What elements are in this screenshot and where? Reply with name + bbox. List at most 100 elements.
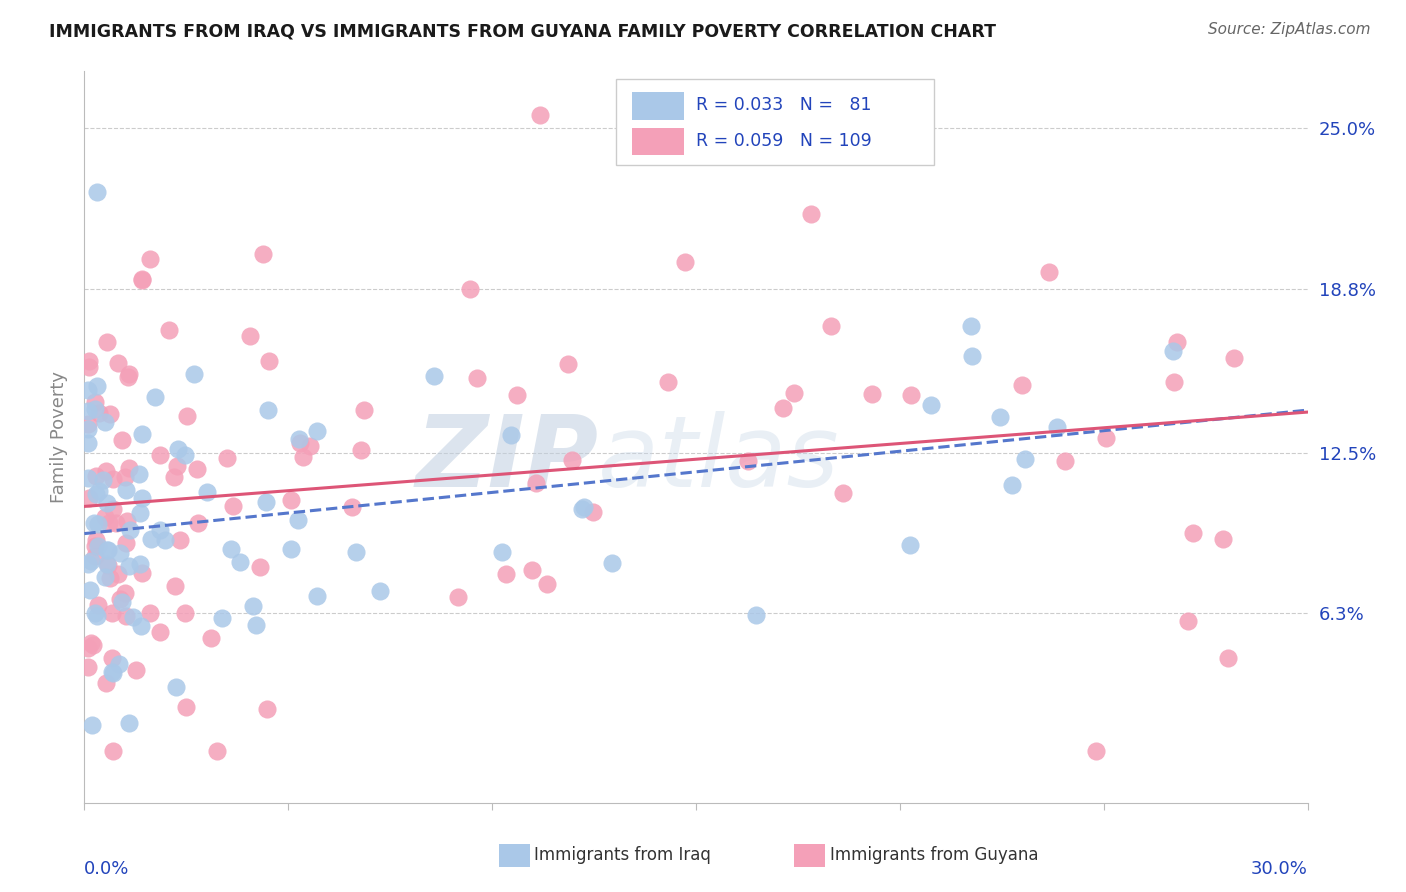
Text: IMMIGRANTS FROM IRAQ VS IMMIGRANTS FROM GUYANA FAMILY POVERTY CORRELATION CHART: IMMIGRANTS FROM IRAQ VS IMMIGRANTS FROM … [49, 22, 997, 40]
Point [97, 558, 120, 572]
Point [86, 379, 108, 393]
Point [186, 461, 208, 475]
Point [195, 484, 218, 499]
Point [103, 744, 125, 758]
Point [157, 323, 180, 337]
Point [114, 586, 136, 600]
Point [138, 252, 160, 266]
Point [83, 516, 105, 530]
Point [96, 496, 118, 510]
Point [86, 186, 108, 200]
Point [200, 631, 222, 645]
Point [77, 404, 100, 418]
Point [131, 566, 153, 581]
Point [1046, 420, 1069, 434]
Point [344, 545, 367, 559]
FancyBboxPatch shape [633, 92, 683, 120]
Point [101, 606, 124, 620]
Point [101, 665, 124, 680]
Point [107, 355, 129, 369]
Point [252, 247, 274, 261]
Point [1163, 376, 1185, 390]
Point [561, 453, 583, 467]
Text: 30.0%: 30.0% [1251, 860, 1308, 878]
Point [117, 514, 139, 528]
Point [491, 545, 513, 559]
Point [83, 394, 105, 409]
Point [131, 491, 153, 505]
Point [447, 590, 470, 604]
Point [107, 567, 129, 582]
Point [1223, 351, 1246, 366]
Text: R = 0.059   N = 109: R = 0.059 N = 109 [696, 132, 872, 150]
Point [1038, 265, 1060, 279]
Point [249, 560, 271, 574]
Point [572, 500, 595, 514]
Point [495, 566, 517, 581]
Point [1054, 454, 1077, 468]
Point [340, 500, 363, 514]
Point [82, 718, 104, 732]
Point [93, 509, 115, 524]
Point [222, 499, 245, 513]
Point [860, 386, 883, 401]
Point [581, 505, 603, 519]
FancyBboxPatch shape [616, 78, 935, 165]
Text: Immigrants from Iraq: Immigrants from Iraq [534, 847, 711, 864]
Point [82, 638, 104, 652]
Point [290, 435, 312, 450]
Point [96, 464, 118, 478]
Point [176, 699, 198, 714]
Point [84, 549, 107, 564]
Point [121, 609, 143, 624]
Point [108, 657, 131, 671]
Point [80, 636, 103, 650]
Point [87, 406, 110, 420]
Point [353, 403, 375, 417]
Point [298, 439, 321, 453]
Point [176, 409, 198, 424]
Point [506, 388, 529, 402]
Point [657, 375, 679, 389]
Point [772, 401, 794, 416]
Point [499, 427, 522, 442]
Point [920, 398, 942, 412]
Point [174, 606, 197, 620]
Point [557, 357, 579, 371]
Point [1095, 431, 1118, 445]
Point [79, 582, 101, 597]
Point [1014, 451, 1036, 466]
Point [77, 383, 100, 397]
Point [118, 523, 141, 537]
Text: Immigrants from Guyana: Immigrants from Guyana [830, 847, 1038, 864]
Point [207, 744, 229, 758]
Point [87, 484, 110, 499]
Point [368, 584, 391, 599]
Point [128, 467, 150, 481]
Point [165, 579, 187, 593]
Point [1085, 744, 1108, 758]
Point [118, 716, 141, 731]
Point [94, 570, 117, 584]
Point [257, 403, 280, 417]
Point [673, 255, 696, 269]
Point [108, 546, 131, 560]
Point [77, 471, 100, 485]
Point [1181, 526, 1204, 541]
Point [600, 557, 623, 571]
Point [458, 282, 481, 296]
Point [211, 611, 233, 625]
Point [100, 651, 122, 665]
Point [305, 424, 328, 438]
Point [84, 533, 107, 548]
Point [77, 660, 100, 674]
Point [529, 108, 551, 122]
Point [125, 663, 148, 677]
Point [114, 469, 136, 483]
Point [1166, 335, 1188, 350]
Point [1161, 343, 1184, 358]
Point [153, 533, 176, 547]
Point [423, 368, 446, 383]
Point [96, 542, 118, 557]
Point [83, 607, 105, 621]
